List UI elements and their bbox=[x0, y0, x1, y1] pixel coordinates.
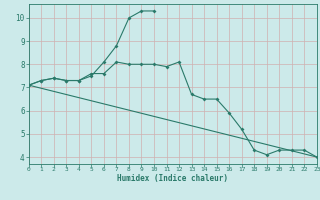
X-axis label: Humidex (Indice chaleur): Humidex (Indice chaleur) bbox=[117, 174, 228, 183]
